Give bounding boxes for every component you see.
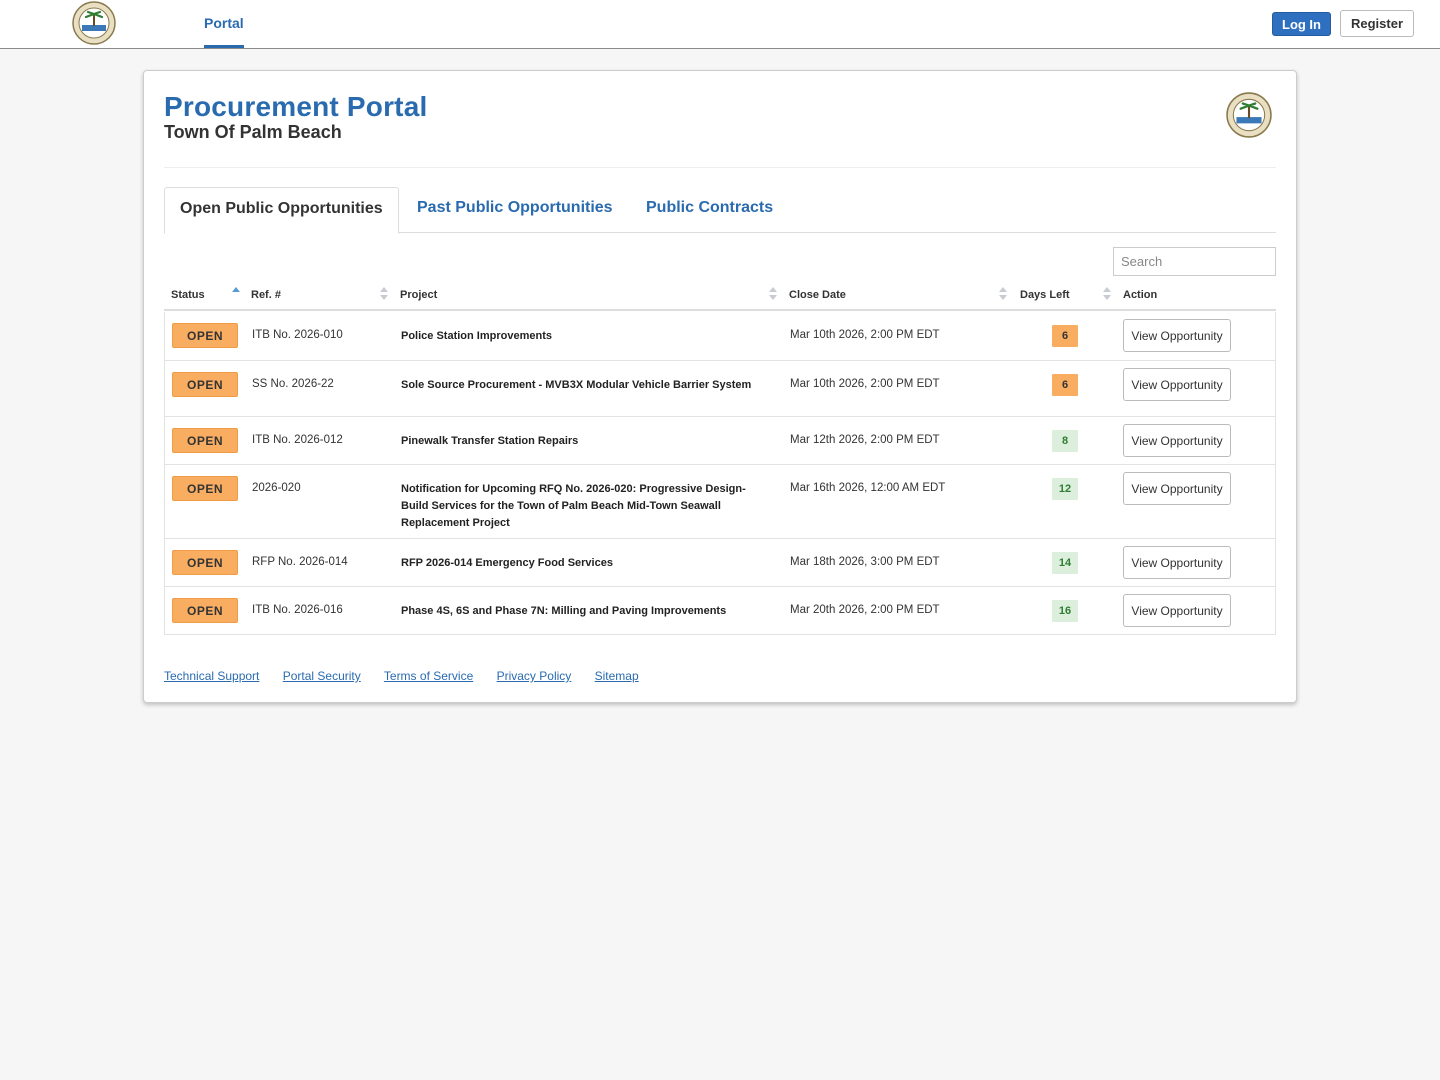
view-opportunity-button[interactable]: View Opportunity bbox=[1123, 472, 1231, 505]
footer-links: Technical Support Portal Security Terms … bbox=[164, 669, 659, 683]
close-date: Mar 16th 2026, 12:00 AM EDT bbox=[790, 482, 946, 494]
tab-public-contracts[interactable]: Public Contracts bbox=[646, 199, 774, 216]
table-row: OPEN SS No. 2026-22 Sole Source Procurem… bbox=[165, 360, 1275, 416]
column-header-close-date[interactable]: Close Date bbox=[789, 289, 846, 301]
close-date: Mar 10th 2026, 2:00 PM EDT bbox=[790, 378, 940, 390]
table-row: OPEN ITB No. 2026-012 Pinewalk Transfer … bbox=[165, 416, 1275, 464]
days-left-badge: 8 bbox=[1052, 430, 1078, 452]
town-seal-icon bbox=[1226, 92, 1272, 138]
sort-icon[interactable] bbox=[999, 287, 1007, 303]
table-row: OPEN RFP No. 2026-014 RFP 2026-014 Emerg… bbox=[165, 538, 1275, 586]
table-row: OPEN ITB No. 2026-010 Police Station Imp… bbox=[165, 312, 1275, 360]
page-subtitle: Town Of Palm Beach bbox=[164, 122, 342, 142]
project-name: Pinewalk Transfer Station Repairs bbox=[401, 435, 579, 447]
footer-link-sitemap[interactable]: Sitemap bbox=[594, 669, 639, 683]
footer-link-terms-of-service[interactable]: Terms of Service bbox=[383, 669, 474, 683]
ref-number: SS No. 2026-22 bbox=[252, 378, 334, 390]
ref-number: RFP No. 2026-014 bbox=[252, 556, 348, 568]
view-opportunity-button[interactable]: View Opportunity bbox=[1123, 424, 1231, 457]
ref-number: 2026-020 bbox=[252, 482, 301, 494]
tab-open-public-opportunities[interactable]: Open Public Opportunities bbox=[164, 187, 399, 234]
close-date: Mar 18th 2026, 3:00 PM EDT bbox=[790, 556, 940, 568]
top-navbar: Portal Log In Register bbox=[0, 0, 1440, 49]
view-opportunity-button[interactable]: View Opportunity bbox=[1123, 368, 1231, 401]
days-left-badge: 14 bbox=[1052, 552, 1078, 574]
town-seal-icon[interactable] bbox=[72, 1, 116, 45]
status-badge: OPEN bbox=[172, 598, 238, 623]
project-name: Police Station Improvements bbox=[401, 330, 552, 342]
view-opportunity-button[interactable]: View Opportunity bbox=[1123, 319, 1231, 352]
status-badge: OPEN bbox=[172, 476, 238, 501]
column-header-ref[interactable]: Ref. # bbox=[251, 289, 281, 301]
days-left-badge: 16 bbox=[1052, 600, 1078, 622]
opportunities-table: OPEN ITB No. 2026-010 Police Station Imp… bbox=[164, 312, 1276, 635]
project-name: Phase 4S, 6S and Phase 7N: Milling and P… bbox=[401, 605, 727, 617]
main-card: Procurement Portal Town Of Palm Beach Op… bbox=[143, 70, 1297, 703]
status-badge: OPEN bbox=[172, 550, 238, 575]
header-divider bbox=[164, 167, 1276, 168]
sort-icon[interactable] bbox=[769, 287, 777, 303]
view-opportunity-button[interactable]: View Opportunity bbox=[1123, 546, 1231, 579]
ref-number: ITB No. 2026-016 bbox=[252, 604, 343, 616]
status-badge: OPEN bbox=[172, 323, 238, 348]
close-date: Mar 20th 2026, 2:00 PM EDT bbox=[790, 604, 940, 616]
footer-link-portal-security[interactable]: Portal Security bbox=[282, 669, 361, 683]
sort-icon[interactable] bbox=[1103, 287, 1111, 303]
login-button[interactable]: Log In bbox=[1272, 12, 1331, 36]
sort-icon[interactable] bbox=[380, 287, 388, 303]
days-left-badge: 6 bbox=[1052, 374, 1078, 396]
days-left-badge: 12 bbox=[1052, 478, 1078, 500]
close-date: Mar 10th 2026, 2:00 PM EDT bbox=[790, 329, 940, 341]
project-name: Notification for Upcoming RFQ No. 2026-0… bbox=[401, 483, 746, 529]
status-badge: OPEN bbox=[172, 428, 238, 453]
footer-link-technical-support[interactable]: Technical Support bbox=[164, 669, 260, 683]
days-left-badge: 6 bbox=[1052, 325, 1078, 347]
close-date: Mar 12th 2026, 2:00 PM EDT bbox=[790, 434, 940, 446]
table-row: OPEN ITB No. 2026-016 Phase 4S, 6S and P… bbox=[165, 586, 1275, 634]
page-title: Procurement Portal bbox=[164, 91, 428, 122]
column-header-status[interactable]: Status bbox=[171, 289, 205, 301]
nav-portal-link[interactable]: Portal bbox=[204, 0, 244, 48]
footer-link-privacy-policy[interactable]: Privacy Policy bbox=[496, 669, 572, 683]
column-header-action: Action bbox=[1123, 289, 1158, 301]
tab-bar: Open Public Opportunities Past Public Op… bbox=[164, 187, 1276, 234]
table-row: OPEN 2026-020 Notification for Upcoming … bbox=[165, 464, 1275, 538]
ref-number: ITB No. 2026-010 bbox=[252, 329, 343, 341]
column-header-project[interactable]: Project bbox=[400, 289, 438, 301]
search-input[interactable] bbox=[1113, 247, 1276, 276]
register-button[interactable]: Register bbox=[1340, 10, 1414, 37]
project-name: RFP 2026-014 Emergency Food Services bbox=[401, 557, 613, 569]
tab-past-public-opportunities[interactable]: Past Public Opportunities bbox=[417, 199, 613, 216]
ref-number: ITB No. 2026-012 bbox=[252, 434, 343, 446]
table-header: Status Ref. # Project Close Date Days Le… bbox=[164, 281, 1276, 311]
status-badge: OPEN bbox=[172, 372, 238, 397]
view-opportunity-button[interactable]: View Opportunity bbox=[1123, 594, 1231, 627]
column-header-days-left[interactable]: Days Left bbox=[1020, 289, 1070, 301]
sort-ascending-icon[interactable] bbox=[232, 287, 240, 303]
project-name: Sole Source Procurement - MVB3X Modular … bbox=[401, 379, 752, 391]
